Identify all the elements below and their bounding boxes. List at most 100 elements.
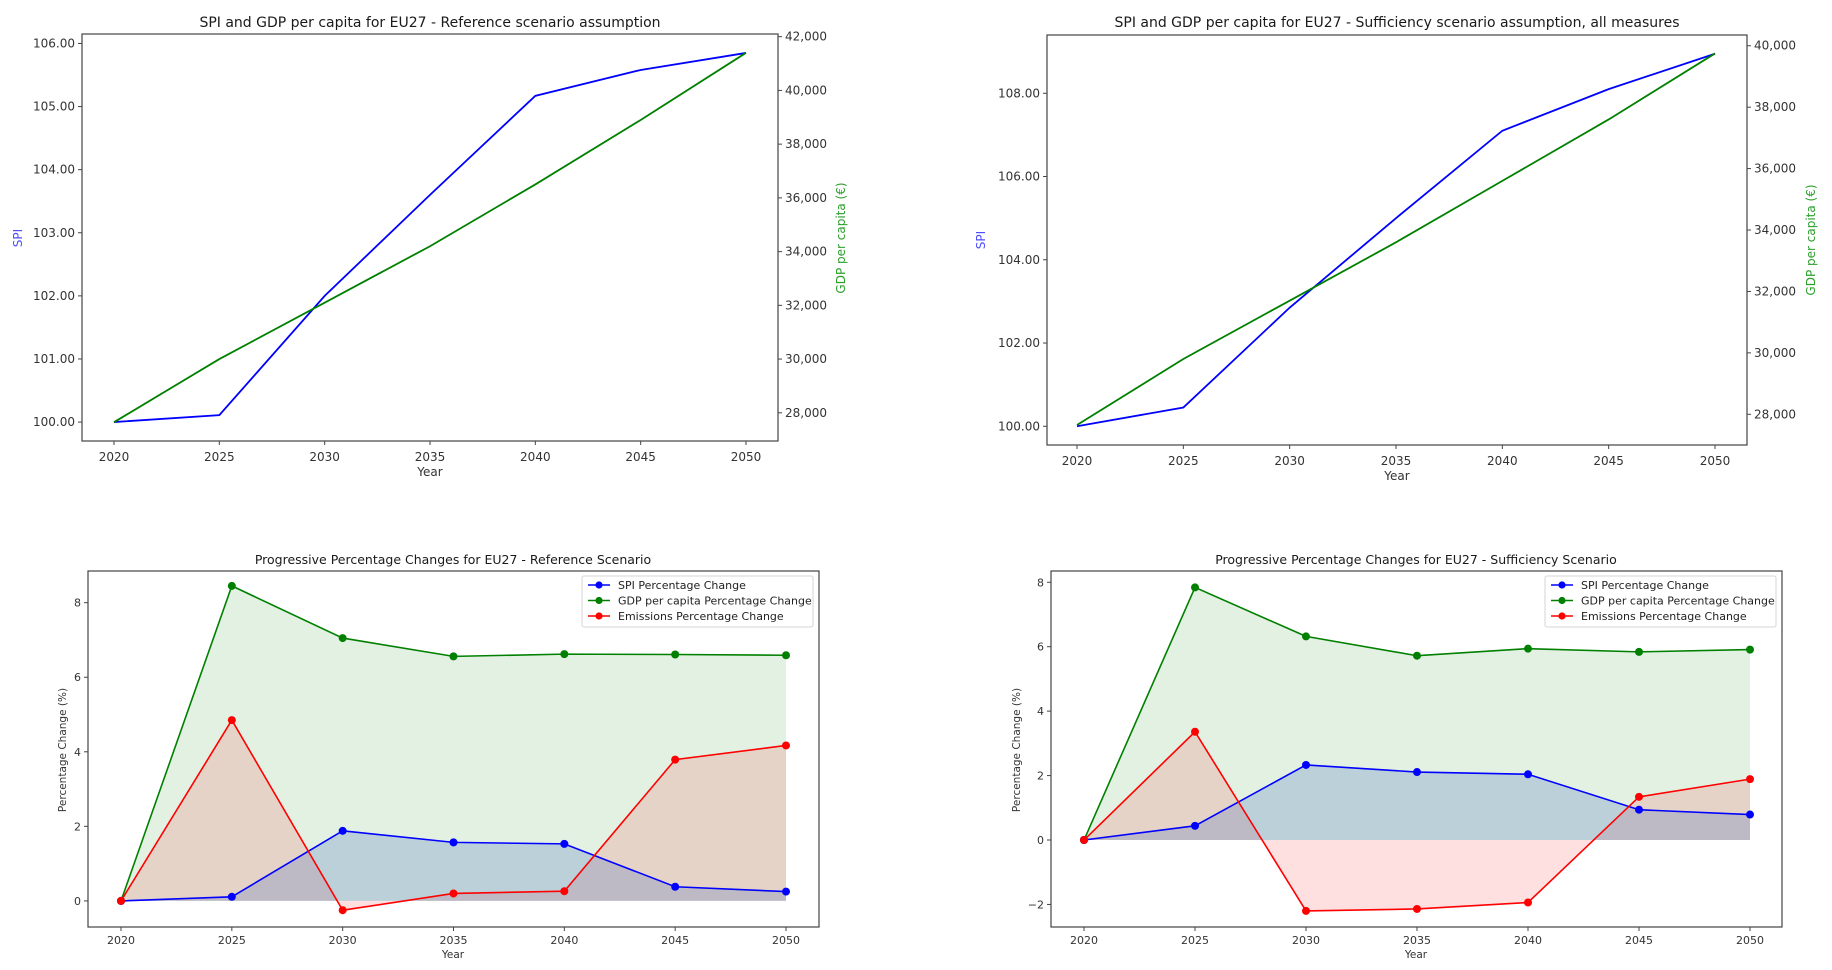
chart-title: SPI and GDP per capita for EU27 - Suffic… [1114, 15, 1679, 31]
data-point [1635, 792, 1643, 801]
y-right-tick-label: 30,000 [785, 352, 827, 366]
data-point [1635, 647, 1643, 656]
x-tick-label: 2050 [1736, 934, 1764, 947]
series-line-gdp-per-capita [113, 52, 747, 423]
plot-frame [81, 33, 779, 442]
data-point [1080, 836, 1088, 845]
y-axis-label-gdp: GDP per capita (€) [1804, 184, 1818, 295]
y-axis-label-spi: SPI [11, 229, 25, 247]
x-axis-label: Year [416, 465, 442, 479]
y-tick-label: 101.00 [33, 352, 75, 366]
x-tick-label: 2030 [329, 934, 357, 947]
legend-swatch-marker [1558, 581, 1566, 589]
y-axis-label: Percentage Change (%) [1011, 688, 1023, 812]
y-tick-label: 102.00 [998, 336, 1040, 350]
data-point [671, 650, 680, 659]
legend-box [581, 575, 814, 628]
data-point [1191, 821, 1199, 830]
legend-swatch-marker [595, 581, 603, 589]
y-axis-label-spi: SPI [974, 231, 988, 249]
legend-entry: Emissions Percentage Change [618, 610, 784, 623]
y-right-tick-label: 28,000 [785, 406, 827, 420]
y-right-tick-label: 40,000 [1754, 39, 1796, 53]
x-axis-label: Year [1383, 469, 1409, 483]
x-tick-label: 2035 [440, 934, 468, 947]
y-tick-label: 8 [1037, 576, 1044, 589]
y-right-tick-label: 38,000 [785, 137, 827, 151]
y-right-tick-label: 42,000 [785, 30, 827, 44]
x-tick-label: 2040 [520, 450, 551, 464]
legend-entry: Emissions Percentage Change [1581, 610, 1747, 623]
data-point [338, 826, 347, 835]
x-tick-label: 2045 [661, 934, 689, 947]
data-point [1746, 775, 1754, 784]
y-tick-label: 100.00 [33, 415, 75, 429]
x-tick-label: 2040 [1487, 454, 1518, 468]
y-right-tick-label: 30,000 [1754, 346, 1796, 360]
y-tick-label: 6 [74, 671, 81, 684]
chart-title: SPI and GDP per capita for EU27 - Refere… [199, 15, 660, 31]
area-fill-spi-percentage-change [121, 830, 786, 901]
area-fill-emissions-percentage-change [1084, 731, 1750, 911]
x-tick-label: 2030 [1274, 454, 1305, 468]
legend-box [1544, 575, 1777, 628]
y-tick-label: 6 [1037, 641, 1044, 654]
legend-swatch-marker [595, 612, 603, 620]
x-tick-label: 2040 [1514, 934, 1542, 947]
x-tick-label: 2020 [1070, 934, 1098, 947]
y-right-tick-label: 36,000 [785, 191, 827, 205]
area-fill-emissions-percentage-change [121, 720, 786, 911]
x-tick-label: 2035 [415, 450, 446, 464]
data-point [449, 652, 458, 661]
data-point [1524, 770, 1532, 779]
data-point [782, 887, 790, 896]
area-fill-gdp-per-capita-percentage-change [121, 585, 786, 901]
x-axis-label: Year [441, 949, 465, 961]
y-tick-label: 106.00 [998, 170, 1040, 184]
data-point [1746, 810, 1754, 819]
data-point [1413, 651, 1421, 660]
y-tick-label: 4 [74, 746, 81, 759]
legend: SPI Percentage Change GDP per capita Perc… [1544, 575, 1777, 628]
y-tick-label: 2 [1037, 770, 1044, 783]
series-line-spi [113, 52, 747, 423]
series-line-gdp-per-capita [1076, 52, 1716, 426]
legend: SPI Percentage Change GDP per capita Perc… [581, 575, 814, 628]
data-point [227, 892, 236, 901]
chart-sufficiency-percentage-changes: Progressive Percentage Changes for EU27 … [1011, 552, 1783, 961]
y-tick-label: 104.00 [998, 253, 1040, 267]
y-right-tick-label: 32,000 [1754, 284, 1796, 298]
plot-frame [1046, 34, 1748, 446]
data-point [1302, 760, 1310, 769]
chart-reference-percentage-changes: Progressive Percentage Changes for EU27 … [57, 552, 820, 961]
y-tick-label: 0 [74, 895, 81, 908]
chart-reference-spi-gdp: SPI and GDP per capita for EU27 - Refere… [11, 15, 848, 479]
data-point [782, 651, 790, 660]
data-point [1524, 898, 1532, 907]
legend-entry: SPI Percentage Change [1581, 579, 1709, 592]
y-tick-label: 0 [1037, 834, 1044, 847]
data-point [227, 581, 236, 590]
x-tick-label: 2025 [1181, 934, 1209, 947]
data-point [338, 634, 347, 643]
y-tick-label: 106.00 [33, 36, 75, 50]
data-point [117, 896, 125, 905]
y-axis-label: Percentage Change (%) [57, 688, 69, 812]
y-tick-label: 105.00 [33, 100, 75, 114]
data-point [1302, 632, 1310, 641]
x-tick-label: 2035 [1381, 454, 1412, 468]
y-right-tick-label: 32,000 [785, 298, 827, 312]
series-line-spi [1076, 52, 1716, 428]
x-tick-label: 2045 [1625, 934, 1653, 947]
data-point [338, 906, 347, 915]
data-point [560, 887, 569, 896]
x-tick-label: 2050 [1700, 454, 1731, 468]
x-tick-label: 2050 [731, 450, 762, 464]
data-point [671, 755, 680, 764]
data-point [1191, 583, 1199, 592]
chart-title: Progressive Percentage Changes for EU27 … [1215, 552, 1617, 567]
x-tick-label: 2045 [1593, 454, 1624, 468]
y-tick-label: 103.00 [33, 226, 75, 240]
data-point [1524, 644, 1532, 653]
